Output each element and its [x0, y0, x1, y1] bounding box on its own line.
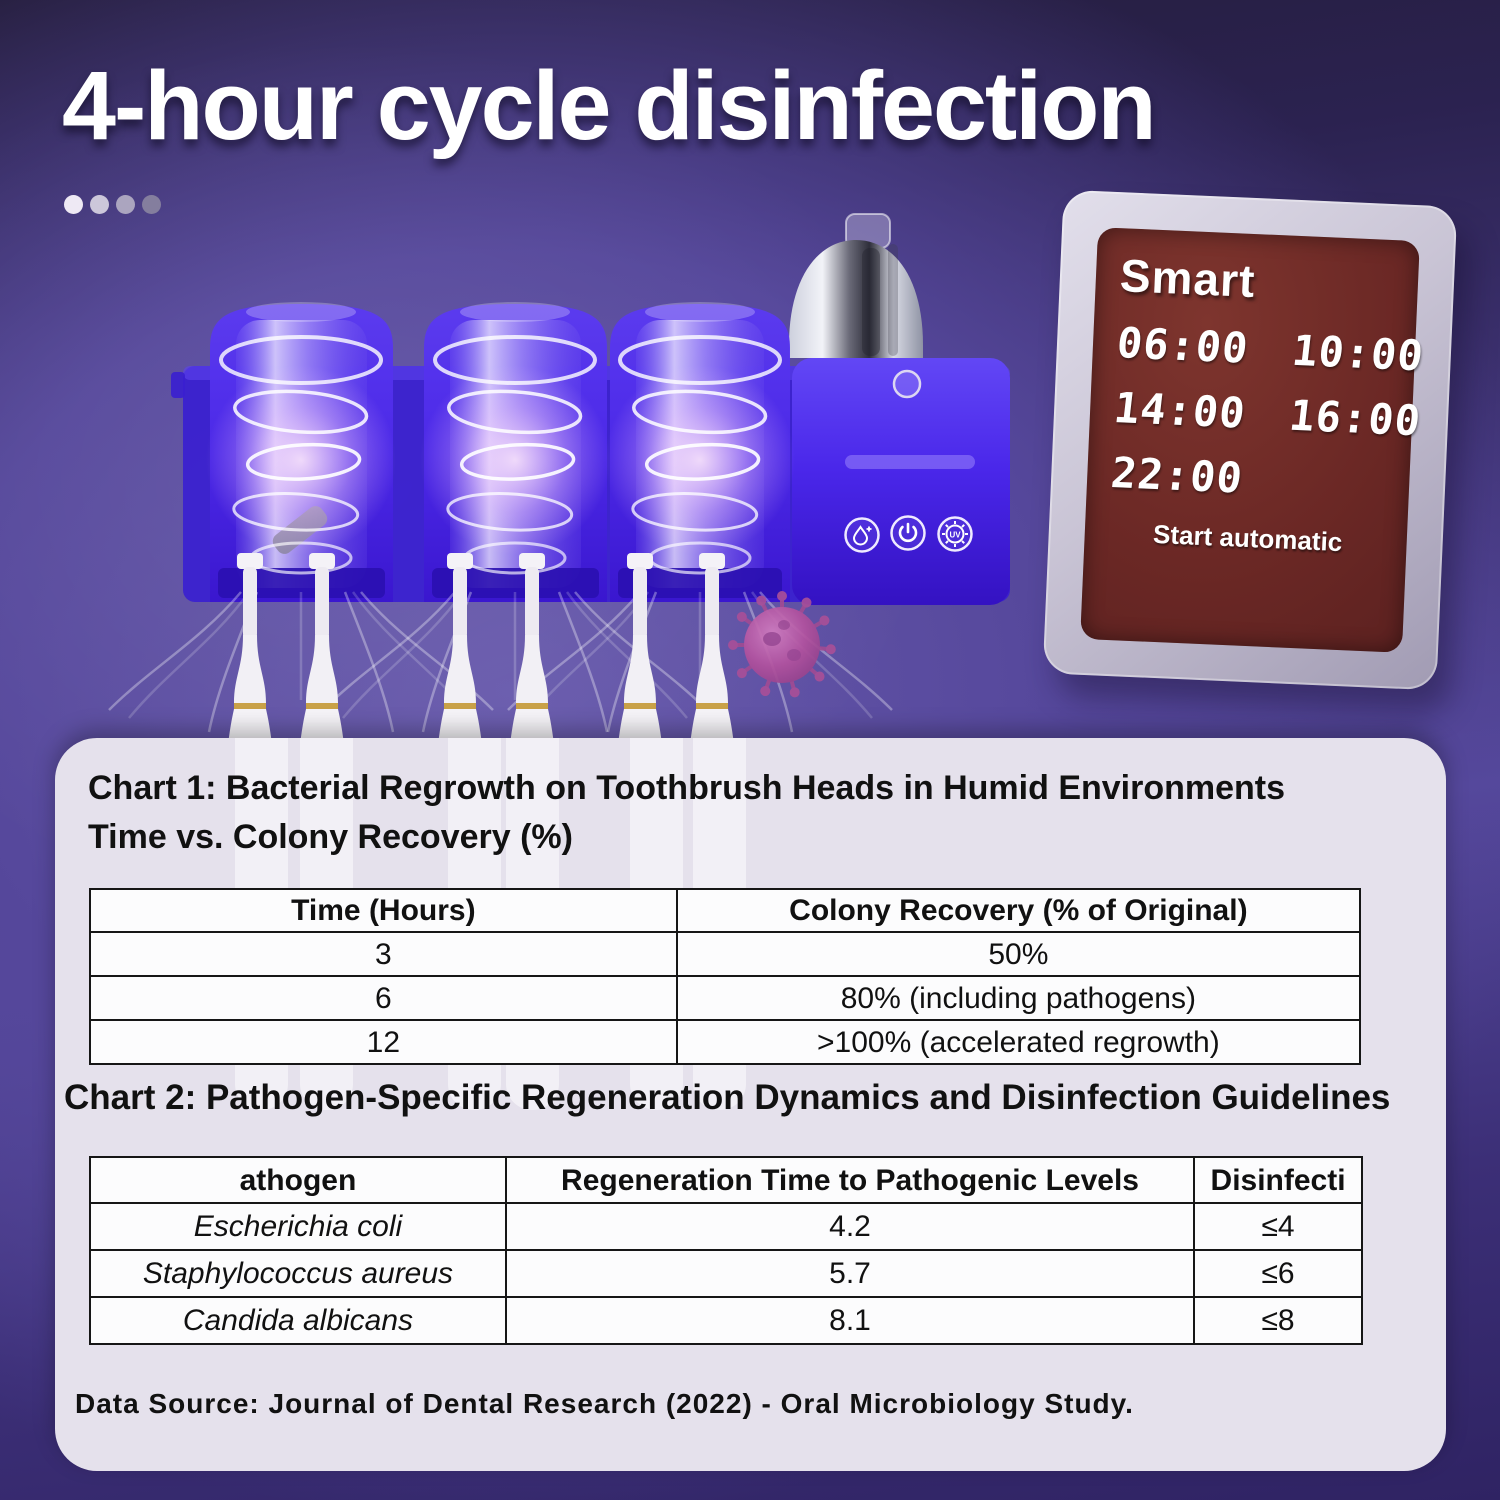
- table-cell: Escherichia coli: [89, 1202, 507, 1251]
- table-row: 6 80% (including pathogens): [89, 975, 1362, 1021]
- table-header-row: athogen Regeneration Time to Pathogenic …: [89, 1156, 1363, 1204]
- table-cell: 4.2: [504, 1202, 1196, 1251]
- table-cell: ≤6: [1193, 1249, 1363, 1298]
- timer-time: 10:00: [1289, 325, 1427, 381]
- timer-row-3: 22:00: [1109, 448, 1412, 510]
- table-cell: 50%: [675, 931, 1362, 977]
- table-cell: 80% (including pathogens): [675, 975, 1362, 1021]
- table-row: 3 50%: [89, 931, 1362, 977]
- table-row: Staphylococcus aureus 5.7 ≤6: [89, 1249, 1363, 1298]
- droplet-clean-icon: [852, 525, 872, 546]
- indicator-light: [892, 369, 922, 399]
- table-row: Candida albicans 8.1 ≤8: [89, 1296, 1363, 1345]
- table-cell: 12: [89, 1019, 678, 1065]
- table-cell: 3: [89, 931, 678, 977]
- chart1-title-line2: Time vs. Colony Recovery (%): [88, 818, 573, 856]
- clean-mode-button: [844, 517, 880, 553]
- table-cell: Candida albicans: [89, 1296, 507, 1345]
- uv-sanitizer-illustration: UV: [107, 213, 1010, 760]
- carousel-dot: [142, 195, 161, 214]
- table-header-row: Time (Hours) Colony Recovery (% of Origi…: [89, 888, 1362, 933]
- start-automatic-caption: Start automatic: [1152, 518, 1343, 558]
- timer-time: 16:00: [1286, 390, 1424, 446]
- data-source-note: Data Source: Journal of Dental Research …: [75, 1388, 1134, 1419]
- carousel-dot: [64, 195, 83, 214]
- timer-row-1: 06:00 10:00: [1114, 318, 1426, 380]
- chrome-dome: [789, 240, 923, 358]
- power-icon: [898, 522, 918, 543]
- mist-unit: UV: [789, 213, 1010, 605]
- table-cell: 5.7: [504, 1249, 1196, 1298]
- table-cell: 8.1: [504, 1296, 1196, 1345]
- uv-chamber-3: [603, 302, 797, 602]
- table-cell: 6: [89, 975, 678, 1021]
- chart1-title-line1: Chart 1: Bacterial Regrowth on Toothbrus…: [88, 769, 1286, 807]
- table-header-cell: Regeneration Time to Pathogenic Levels: [504, 1156, 1196, 1204]
- uv-chamber-2: [418, 302, 612, 602]
- table-header-cell: athogen: [89, 1156, 507, 1204]
- timer-time: 22:00: [1108, 448, 1246, 503]
- timer-row-2: 14:00 16:00: [1111, 383, 1424, 445]
- carousel-dot: [116, 195, 135, 214]
- uv-gear-icon: UV: [942, 521, 968, 547]
- carousel-dots: [64, 195, 161, 214]
- table-cell: ≤4: [1193, 1202, 1363, 1251]
- timer-time: 14:00: [1111, 383, 1249, 438]
- uv-mode-button: UV: [937, 516, 973, 552]
- vent-slot: [845, 455, 975, 469]
- smart-label: Smart: [1118, 249, 1257, 308]
- uv-label: UV: [949, 531, 961, 540]
- table-row: Escherichia coli 4.2 ≤4: [89, 1202, 1363, 1251]
- table-cell: >100% (accelerated regrowth): [675, 1019, 1362, 1065]
- table-header-cell: Colony Recovery (% of Original): [675, 888, 1362, 933]
- power-button: [890, 515, 926, 551]
- carousel-dot: [90, 195, 109, 214]
- uv-chamber-1: [204, 302, 398, 602]
- timer-time: 06:00: [1114, 318, 1252, 373]
- regrowth-table: Time (Hours) Colony Recovery (% of Origi…: [89, 888, 1362, 1065]
- page-title: 4-hour cycle disinfection: [62, 51, 1157, 160]
- chart1-title: Chart 1: Bacterial Regrowth on Toothbrus…: [88, 764, 1285, 862]
- table-header-cell: Disinfecti: [1193, 1156, 1363, 1204]
- smart-timer-panel: Smart 06:00 10:00 14:00 16:00 22:00 Star…: [1042, 189, 1458, 691]
- table-cell: ≤8: [1193, 1296, 1363, 1345]
- table-row: 12 >100% (accelerated regrowth): [89, 1019, 1362, 1065]
- table-header-cell: Time (Hours): [89, 888, 678, 933]
- table-cell: Staphylococcus aureus: [89, 1249, 507, 1298]
- data-card: Chart 1: Bacterial Regrowth on Toothbrus…: [55, 738, 1446, 1471]
- smart-timer-screen: Smart 06:00 10:00 14:00 16:00 22:00 Star…: [1080, 227, 1426, 653]
- chart2-title: Chart 2: Pathogen-Specific Regeneration …: [64, 1078, 1391, 1117]
- pathogen-table: athogen Regeneration Time to Pathogenic …: [89, 1156, 1363, 1345]
- germ-illustration: [728, 591, 836, 698]
